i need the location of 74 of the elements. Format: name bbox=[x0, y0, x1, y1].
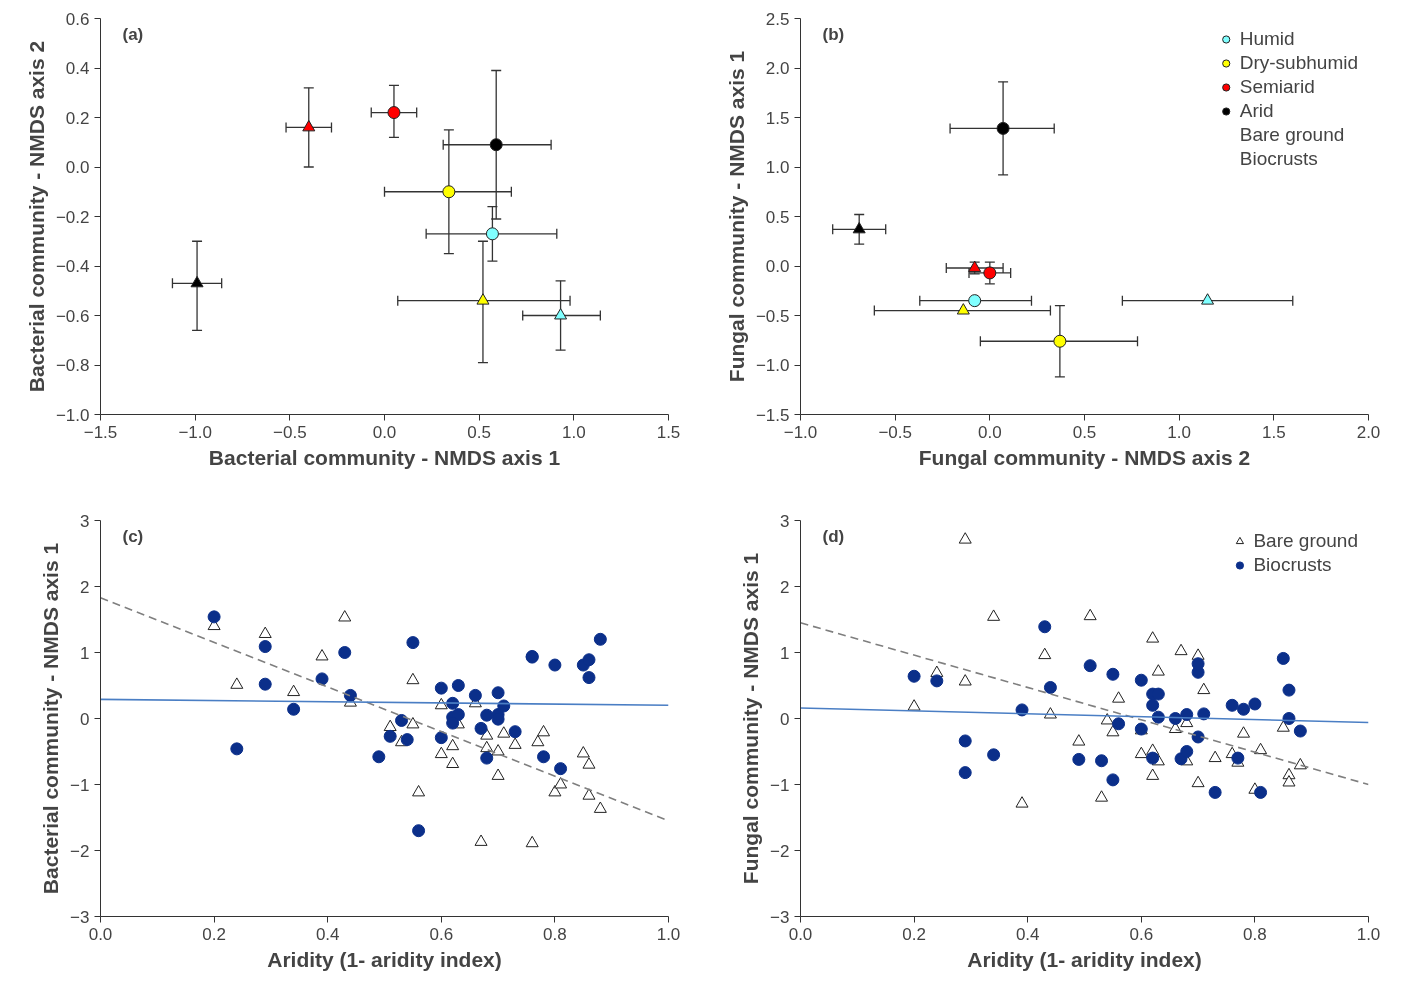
annotation: (a) bbox=[122, 24, 144, 44]
y-tick-label: −3 bbox=[70, 907, 90, 927]
x-tick-label: 2.0 bbox=[1356, 422, 1381, 442]
y-tick-label: −0.8 bbox=[55, 356, 90, 375]
annotation: (c) bbox=[122, 526, 144, 546]
legend-label: Humid bbox=[1239, 28, 1295, 50]
y-tick-label: 0 bbox=[80, 709, 90, 729]
x-tick-label: −0.5 bbox=[273, 422, 307, 442]
y-tick-label: 0.5 bbox=[765, 207, 790, 227]
y-tick-label: 1 bbox=[780, 643, 790, 663]
y-tick-label: −0.4 bbox=[55, 257, 90, 276]
x-tick-label: 0.6 bbox=[1129, 924, 1154, 944]
annotation: (d) bbox=[822, 526, 845, 546]
x-tick-label: 0.8 bbox=[543, 924, 567, 944]
x-tick-label: 0.8 bbox=[1243, 924, 1267, 944]
y-tick-label: 3 bbox=[780, 511, 790, 531]
legend-label: Dry-subhumid bbox=[1239, 52, 1358, 74]
y-tick-label: 1.0 bbox=[765, 158, 790, 177]
x-tick-label: 1.0 bbox=[1356, 924, 1381, 944]
y-tick-label: 0.0 bbox=[65, 158, 90, 177]
y-tick-label: −0.2 bbox=[55, 207, 90, 227]
x-tick-label: 0.0 bbox=[372, 422, 397, 442]
x-tick-label: 1.0 bbox=[656, 924, 681, 944]
y-tick-label: 0.4 bbox=[65, 59, 90, 78]
x-tick-label: 0.2 bbox=[202, 924, 226, 944]
annotation: Biocrusts bbox=[1239, 148, 1318, 170]
legend-label: Biocrusts bbox=[1253, 554, 1332, 576]
y-tick-label: −0.6 bbox=[55, 306, 90, 326]
x-tick-label: 0.5 bbox=[467, 422, 491, 442]
y-tick-label: −3 bbox=[770, 907, 790, 927]
x-axis-title: Fungal community - NMDS axis 2 bbox=[918, 445, 1251, 469]
legend-label: Bare ground bbox=[1253, 530, 1358, 552]
x-tick-label: 1.5 bbox=[656, 422, 681, 442]
y-axis-title: Bacterial community - NMDS axis 1 bbox=[39, 542, 63, 895]
y-tick-label: 2 bbox=[80, 577, 90, 597]
y-tick-label: −1.0 bbox=[755, 356, 790, 375]
y-tick-label: −2 bbox=[770, 841, 790, 861]
x-tick-label: 0.2 bbox=[902, 924, 926, 944]
y-tick-label: 2.0 bbox=[765, 59, 790, 78]
y-tick-label: 0.2 bbox=[65, 108, 90, 128]
x-tick-label: 0.0 bbox=[978, 422, 1002, 442]
y-tick-label: 0.6 bbox=[65, 9, 90, 29]
x-tick-label: 0.4 bbox=[315, 924, 340, 944]
x-tick-label: −0.5 bbox=[878, 422, 912, 442]
x-tick-label: 1.5 bbox=[1262, 422, 1286, 442]
x-axis-title: Bacterial community - NMDS axis 1 bbox=[208, 445, 561, 469]
y-tick-label: 0.0 bbox=[765, 257, 790, 276]
y-tick-label: 1.5 bbox=[765, 108, 790, 128]
y-axis-title: Fungal community - NMDS axis 1 bbox=[724, 50, 748, 383]
legend-label: Arid bbox=[1239, 100, 1274, 122]
y-tick-label: −2 bbox=[70, 841, 90, 861]
x-axis-title: Aridity (1- aridity index) bbox=[267, 947, 502, 971]
y-axis-title: Fungal community - NMDS axis 1 bbox=[739, 552, 763, 885]
y-tick-label: 0 bbox=[780, 709, 790, 729]
x-tick-label: 0.6 bbox=[429, 924, 454, 944]
y-axis-title: Bacterial community - NMDS axis 2 bbox=[24, 40, 48, 393]
y-tick-label: −0.5 bbox=[755, 306, 790, 326]
x-axis-title: Aridity (1- aridity index) bbox=[967, 947, 1202, 971]
x-tick-label: −1.0 bbox=[178, 422, 212, 442]
x-tick-label: 1.0 bbox=[562, 422, 586, 442]
y-tick-label: −1.0 bbox=[55, 405, 90, 425]
y-tick-label: −1 bbox=[770, 775, 790, 795]
legend-label: Semiarid bbox=[1239, 76, 1315, 98]
x-tick-label: 1.0 bbox=[1167, 422, 1191, 442]
y-tick-label: 2 bbox=[780, 577, 790, 597]
y-tick-label: 1 bbox=[80, 643, 90, 663]
x-tick-label: 0.4 bbox=[1015, 924, 1040, 944]
x-tick-label: 0.5 bbox=[1072, 422, 1097, 442]
y-tick-label: 3 bbox=[80, 511, 90, 531]
y-tick-label: −1.5 bbox=[755, 405, 790, 425]
y-tick-label: −1 bbox=[70, 775, 90, 795]
annotation: (b) bbox=[822, 24, 845, 44]
y-tick-label: 2.5 bbox=[765, 9, 790, 29]
annotation: Bare ground bbox=[1239, 124, 1345, 146]
